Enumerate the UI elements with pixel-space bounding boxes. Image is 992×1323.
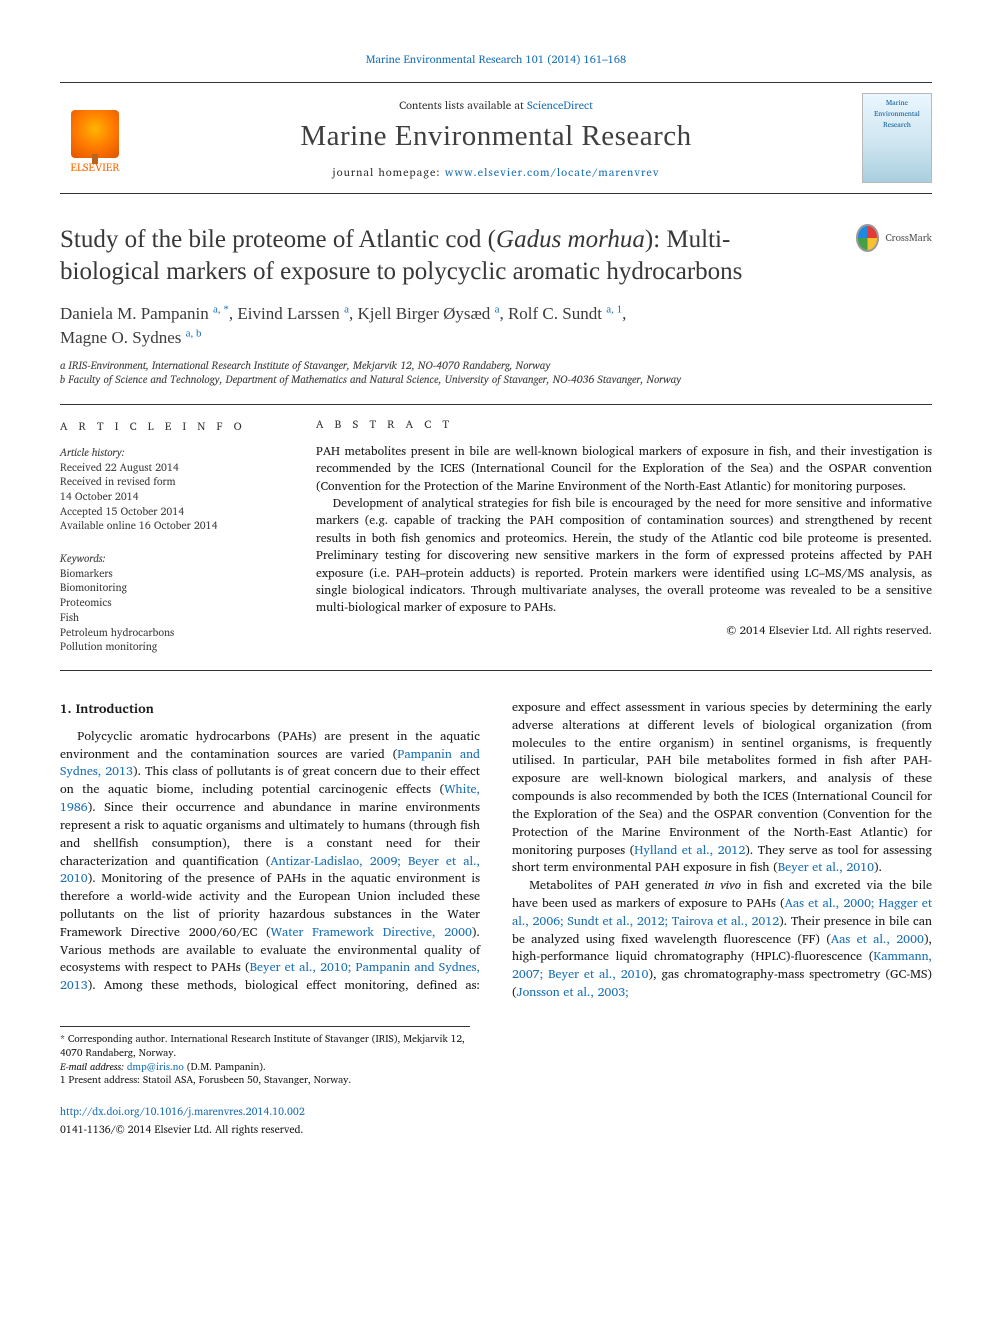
author-2: Eivind Larssen: [237, 304, 344, 323]
abstract-copyright: © 2014 Elsevier Ltd. All rights reserved…: [316, 623, 932, 640]
abstract-p2: Development of analytical strategies for…: [316, 495, 932, 617]
keyword: Proteomics: [60, 595, 280, 610]
body-text: 1. Introduction Polycyclic aromatic hydr…: [60, 699, 932, 1002]
sep: ,: [622, 304, 626, 323]
journal-banner: ELSEVIER Contents lists available at Sci…: [60, 82, 932, 194]
cover-thumb-label: Marine Environmental Research: [874, 98, 920, 131]
history-online: Available online 16 October 2014: [60, 518, 280, 533]
article-info: A R T I C L E I N F O Article history: R…: [60, 417, 280, 654]
article-history: Article history: Received 22 August 2014…: [60, 445, 280, 533]
crossmark-label: CrossMark: [885, 230, 932, 246]
abstract: A B S T R A C T PAH metabolites present …: [316, 417, 932, 654]
title-part-a: Study of the bile proteome of Atlantic c…: [60, 226, 496, 253]
doi-link[interactable]: http://dx.doi.org/10.1016/j.marenvres.20…: [60, 1102, 305, 1120]
section-title: Introduction: [76, 697, 154, 719]
author-4-affil[interactable]: a, 1: [606, 303, 622, 315]
keyword: Pollution monitoring: [60, 639, 280, 654]
elsevier-tree-icon: [71, 110, 119, 158]
crossmark-icon: [856, 224, 879, 252]
banner-center: Contents lists available at ScienceDirec…: [130, 96, 862, 181]
footnotes: * Corresponding author. International Re…: [60, 1026, 470, 1088]
contents-prefix: Contents lists available at: [399, 96, 527, 114]
doi-block: http://dx.doi.org/10.1016/j.marenvres.20…: [60, 1102, 932, 1138]
author-1-affil[interactable]: a, *: [213, 303, 229, 315]
corresponding-author: * Corresponding author. International Re…: [60, 1033, 470, 1061]
issn-copyright: 0141-1136/© 2014 Elsevier Ltd. All right…: [60, 1120, 932, 1138]
abstract-p1: PAH metabolites present in bile are well…: [316, 443, 932, 495]
rule-bottom: [60, 670, 932, 671]
author-5: Magne O. Sydnes: [60, 328, 186, 347]
section-heading: 1. Introduction: [60, 699, 480, 718]
sciencedirect-link[interactable]: ScienceDirect: [527, 96, 593, 114]
contents-line: Contents lists available at ScienceDirec…: [130, 96, 862, 114]
section-number: 1.: [60, 697, 72, 719]
crossmark-badge[interactable]: CrossMark: [856, 224, 932, 252]
journal-title: Marine Environmental Research: [130, 120, 862, 153]
publisher-logo[interactable]: ELSEVIER: [60, 101, 130, 176]
body-p2: Metabolites of PAH generated in vivo in …: [512, 877, 932, 1002]
keywords: Keywords: Biomarkers Biomonitoring Prote…: [60, 551, 280, 654]
author-4: Rolf C. Sundt: [508, 304, 606, 323]
affiliations: a IRIS-Environment, International Resear…: [60, 358, 932, 386]
present-address: 1 Present address: Statoil ASA, Forusbee…: [60, 1074, 470, 1088]
affiliation-b: b Faculty of Science and Technology, Dep…: [60, 372, 932, 386]
homepage-prefix: journal homepage:: [332, 163, 444, 181]
journal-citation[interactable]: Marine Environmental Research 101 (2014)…: [60, 50, 932, 68]
title-species: Gadus morhua: [496, 226, 645, 253]
journal-cover-thumb[interactable]: Marine Environmental Research: [862, 93, 932, 183]
abstract-heading: A B S T R A C T: [316, 417, 932, 433]
author-list: Daniela M. Pampanin a, *, Eivind Larssen…: [60, 302, 932, 350]
article-title: Study of the bile proteome of Atlantic c…: [60, 224, 800, 288]
citation-link[interactable]: Jonsson et al., 2003;: [517, 982, 629, 1002]
homepage-link[interactable]: www.elsevier.com/locate/marenvrev: [445, 163, 660, 181]
author-3: Kjell Birger Øysæd: [357, 304, 494, 323]
rule-top: [60, 404, 932, 405]
author-5-affil[interactable]: a, b: [186, 327, 202, 339]
sep: ,: [499, 304, 508, 323]
journal-homepage: journal homepage: www.elsevier.com/locat…: [130, 163, 862, 181]
author-1: Daniela M. Pampanin: [60, 304, 213, 323]
article-info-heading: A R T I C L E I N F O: [60, 417, 280, 435]
